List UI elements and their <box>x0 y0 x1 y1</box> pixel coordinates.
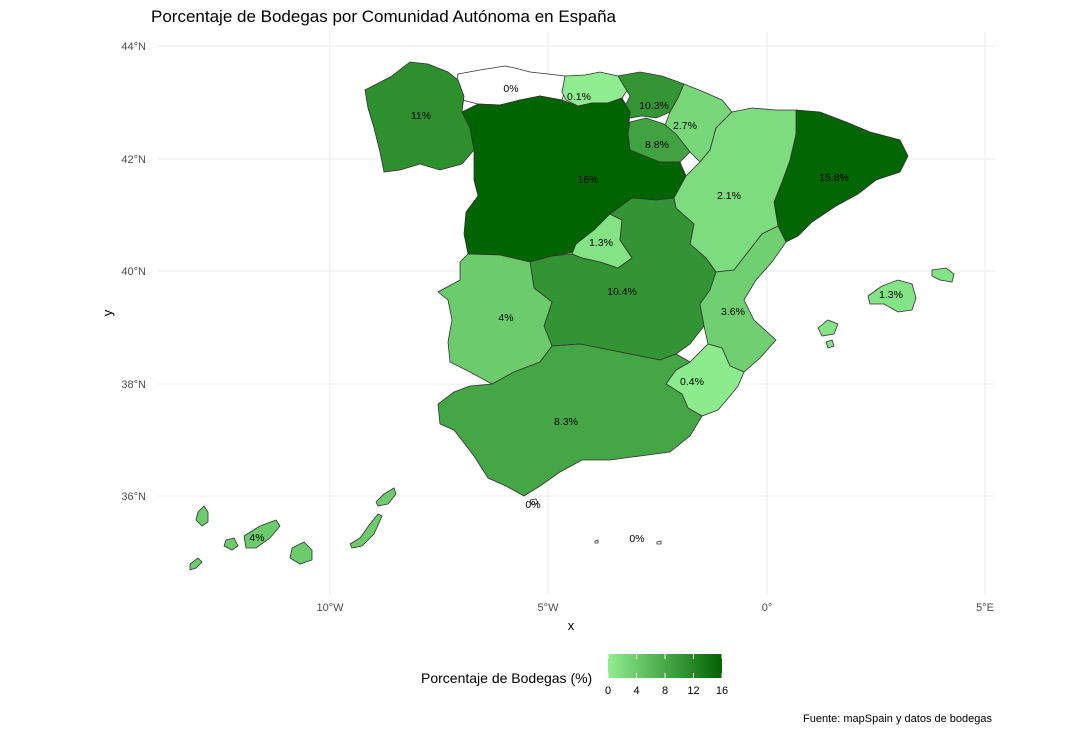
legend-tick-label: 8 <box>662 685 668 697</box>
y-tick-label: 36°N <box>121 491 146 503</box>
region-andalucia[interactable] <box>437 343 703 497</box>
x-tick-label: 0° <box>762 602 773 614</box>
region-label-canarias: 4% <box>249 532 264 544</box>
legend-tick-label: 0 <box>605 685 611 697</box>
region-label-extremadura: 4% <box>498 312 513 324</box>
region-label-navarra: 2.7% <box>673 120 697 132</box>
region-label-asturias: 0% <box>503 83 518 95</box>
region-ceuta[interactable] <box>529 498 539 506</box>
regions <box>189 61 955 571</box>
x-tick-label: 5°E <box>976 602 994 614</box>
region-melilla[interactable] <box>594 539 599 544</box>
region-label-galicia: 11% <box>411 110 431 122</box>
region-label-cataluna: 15.8% <box>819 172 849 184</box>
x-tick-label: 10°W <box>316 602 344 614</box>
region-label-murcia: 0.4% <box>680 376 704 388</box>
region-melilla-islet <box>656 540 662 545</box>
region-label-melilla: 0% <box>629 533 644 545</box>
region-label-cantabria: 0.1% <box>567 91 591 103</box>
region-labels: 0% 0.1% 10.3% 11% 2.7% 8.8% 16% 15.8% 2.… <box>249 83 903 545</box>
y-tick-label: 42°N <box>121 154 146 166</box>
x-axis-title: x <box>568 618 575 633</box>
region-label-madrid: 1.3% <box>589 237 613 249</box>
region-canarias[interactable] <box>189 487 397 571</box>
y-axis-title: y <box>100 309 115 316</box>
region-label-castilla-la-mancha: 10.4% <box>607 286 637 298</box>
caption: Fuente: mapSpain y datos de bodegas <box>803 713 992 725</box>
legend-title: Porcentaje de Bodegas (%) <box>421 670 592 686</box>
y-tick-label: 40°N <box>121 266 146 278</box>
legend-tick-label: 4 <box>633 685 639 697</box>
region-label-andalucia: 8.3% <box>554 416 578 428</box>
y-tick-label: 44°N <box>121 41 146 53</box>
legend-tick-label: 12 <box>687 685 699 697</box>
region-label-pais-vasco: 10.3% <box>639 100 669 112</box>
region-label-valencia: 3.6% <box>721 306 745 318</box>
region-label-baleares: 1.3% <box>879 289 903 301</box>
y-tick-label: 38°N <box>121 379 146 391</box>
region-baleares[interactable] <box>817 267 955 349</box>
legend: Porcentaje de Bodegas (%) 0 4 8 12 16 <box>421 654 728 697</box>
legend-tick-label: 16 <box>716 685 728 697</box>
region-label-aragon: 2.1% <box>717 190 741 202</box>
region-label-castilla-y-leon: 16% <box>577 174 598 186</box>
x-tick-label: 5°W <box>538 602 560 614</box>
region-label-la-rioja: 8.8% <box>645 139 669 151</box>
map-title: Porcentaje de Bodegas por Comunidad Autó… <box>151 7 617 26</box>
region-label-ceuta: 0% <box>525 499 540 511</box>
